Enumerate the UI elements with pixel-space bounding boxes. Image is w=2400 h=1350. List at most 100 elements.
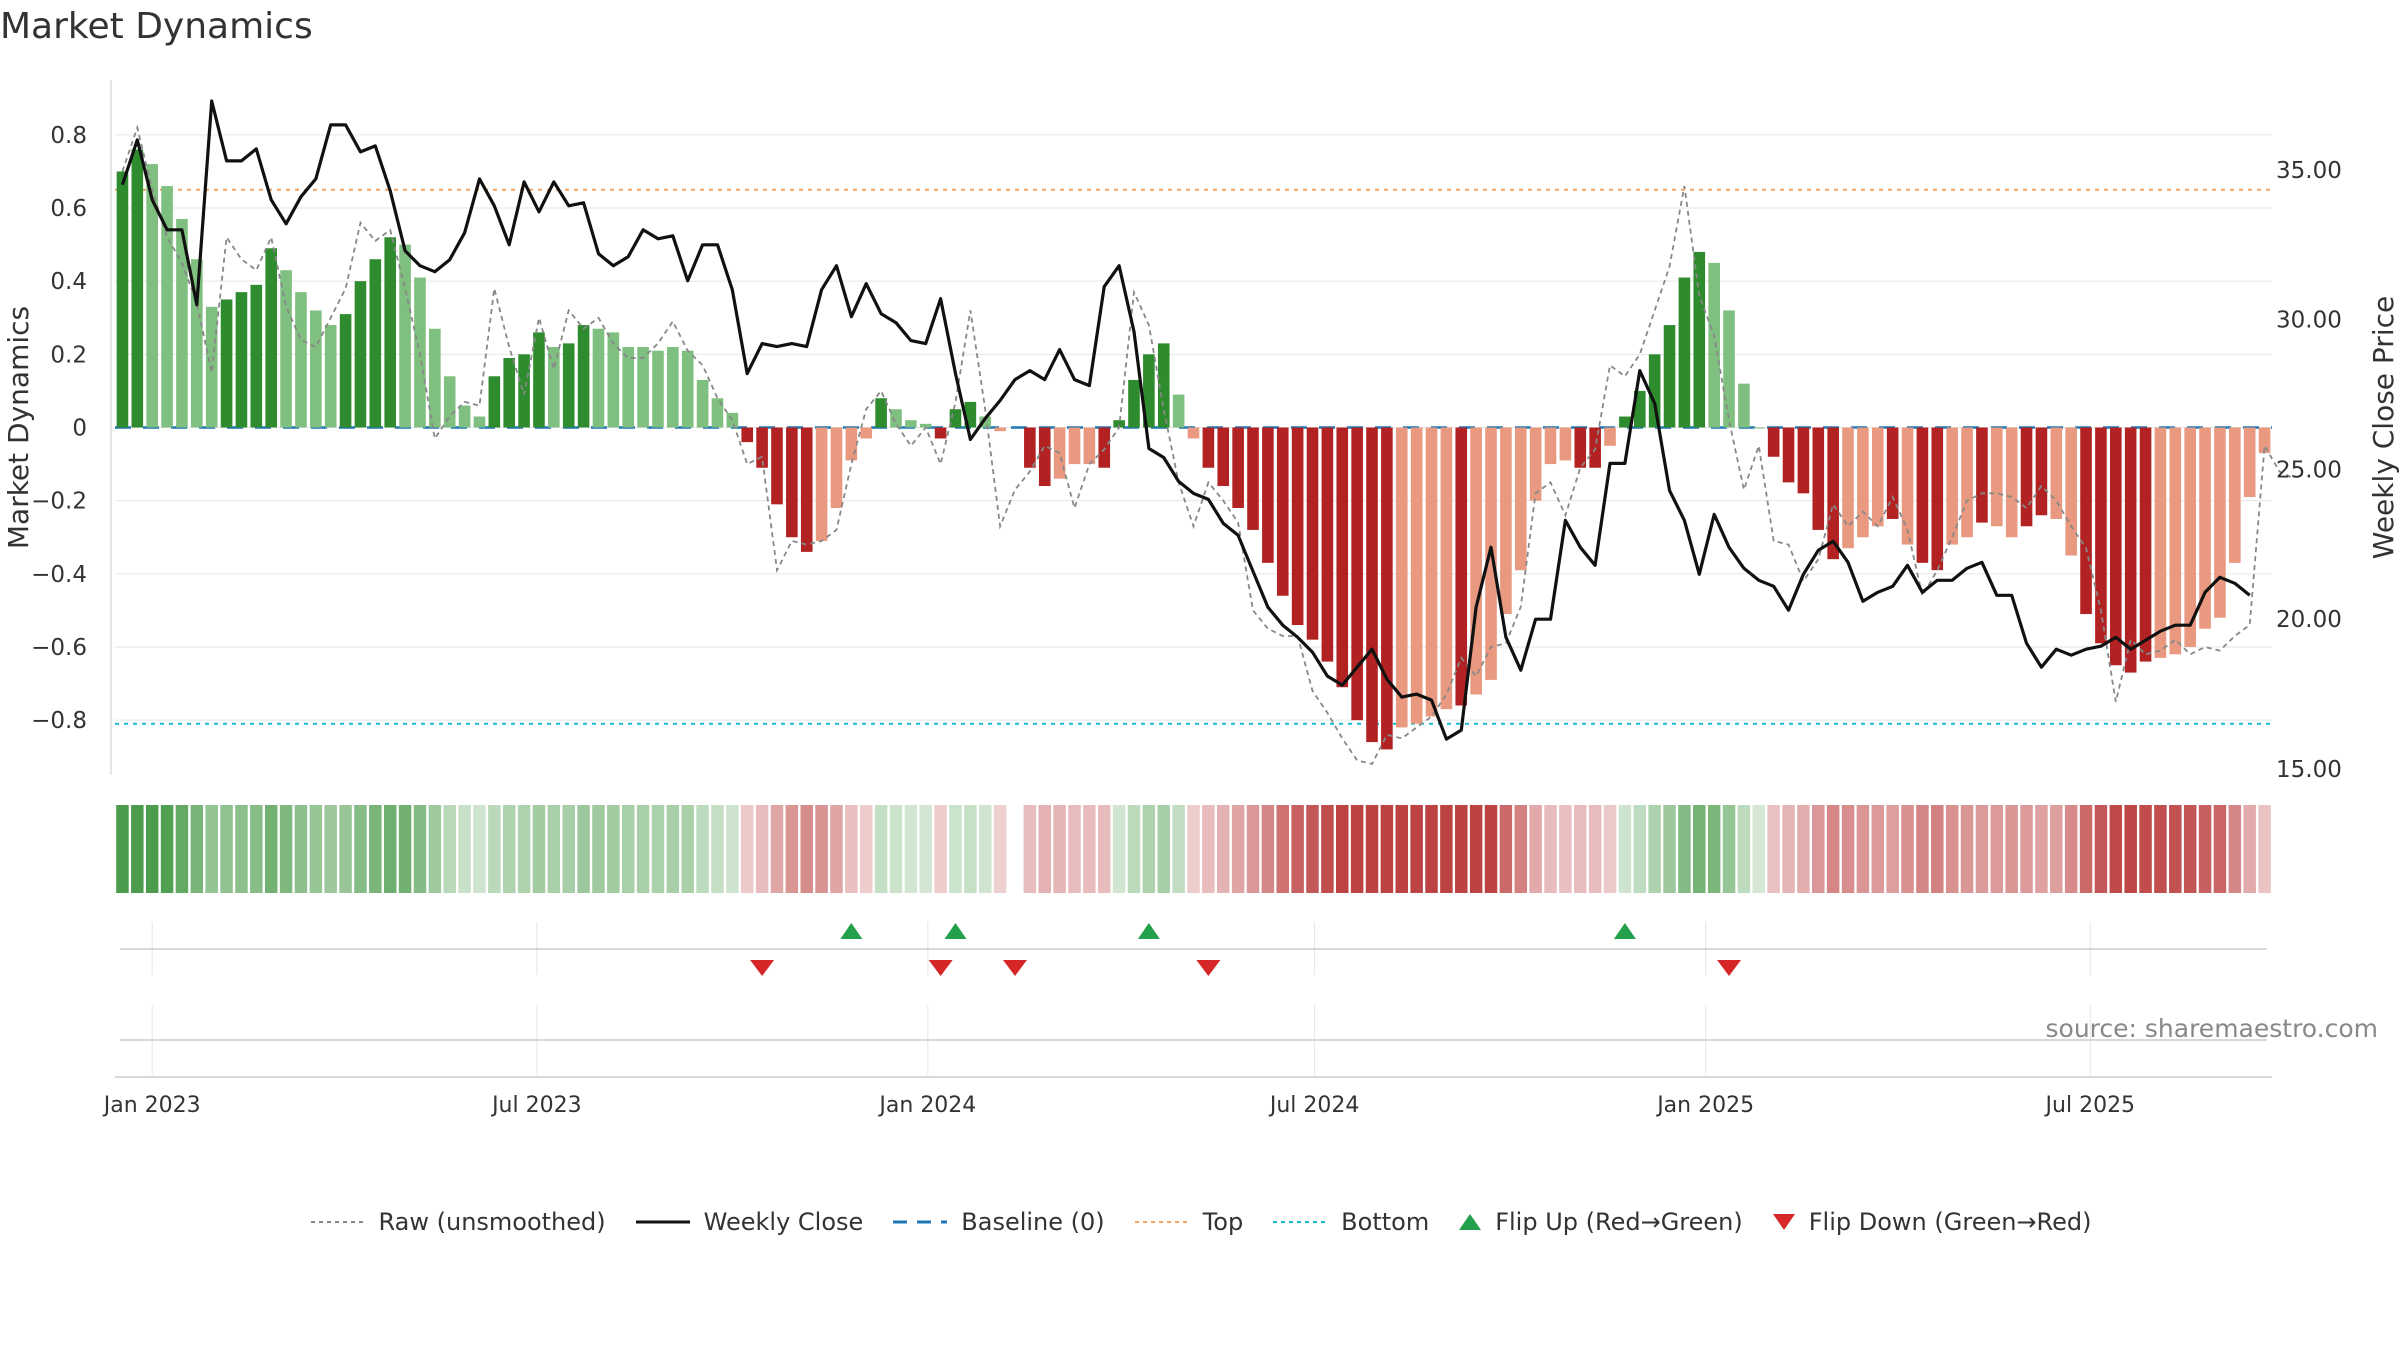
regime-cell (2035, 805, 2048, 893)
dynamics-bar (1857, 427, 1869, 538)
regime-cell (934, 805, 947, 893)
dynamics-bar (1693, 251, 1706, 428)
flip-down-marker (1196, 960, 1221, 976)
regime-cell (1678, 805, 1691, 893)
dynamics-bar (1336, 427, 1349, 688)
regime-cell (369, 805, 382, 893)
regime-cell (2064, 805, 2078, 893)
x-tick-label: Jul 2025 (2044, 1093, 2136, 1118)
regime-cell (1068, 805, 1081, 893)
left-tick-label: 0.2 (50, 342, 87, 368)
regime-cell (1916, 805, 1929, 893)
dynamics-bar (2229, 427, 2241, 563)
legend-item-flip_down: Flip Down (Green→Red) (1771, 1208, 2092, 1236)
dynamics-bar (1916, 427, 1929, 563)
dashed-line-icon (893, 1220, 948, 1224)
regime-cell (324, 805, 337, 893)
regime-cell (1261, 805, 1275, 893)
dynamics-bars (116, 149, 2271, 750)
raw-line (121, 124, 2295, 766)
regime-cell (949, 805, 962, 893)
dynamics-bar (771, 427, 783, 505)
dynamics-bar (637, 347, 649, 428)
dynamics-bar (1440, 427, 1453, 710)
weekly-close-line (120, 99, 2251, 741)
regime-cell (1127, 805, 1141, 893)
dynamics-bar (1678, 277, 1691, 428)
regime-cell (220, 805, 233, 893)
dynamics-bar (1976, 427, 1988, 523)
regime-cell (2020, 805, 2033, 893)
regime-cell (1990, 805, 2004, 893)
dynamics-bar (741, 427, 754, 443)
legend: Raw (unsmoothed) Weekly Close Baseline (0)… (0, 1208, 2400, 1236)
dynamics-bar (458, 405, 471, 428)
dynamics-bar (622, 347, 635, 428)
dynamics-bar (1708, 262, 1720, 428)
dynamics-bar (1604, 427, 1616, 446)
dynamics-bar (919, 423, 932, 428)
dynamics-bar (548, 347, 560, 428)
regime-cell (1767, 805, 1780, 893)
dynamics-bar (280, 270, 292, 428)
dynamics-bar (2050, 427, 2063, 519)
dynamics-bar (1901, 427, 1914, 545)
regime-cell (2213, 805, 2227, 893)
dynamics-bar (2139, 427, 2152, 662)
regime-cell (2228, 805, 2242, 893)
regime-cell (488, 805, 501, 893)
regime-cell (1574, 805, 1587, 893)
dynamics-bar (2154, 427, 2167, 658)
regime-cell (1321, 805, 1334, 893)
regime-cell (1380, 805, 1394, 893)
regime-cell (145, 805, 159, 893)
regime-cell (1945, 805, 1959, 893)
dynamics-bar (1990, 427, 2003, 527)
regime-cell (502, 805, 516, 893)
dynamics-bar (2035, 427, 2048, 516)
flip-down-marker (750, 960, 775, 976)
legend-label: Baseline (0) (961, 1208, 1105, 1236)
dynamics-bar (1648, 354, 1661, 428)
regime-cell (1083, 805, 1096, 893)
regime-cell (1633, 805, 1647, 893)
dynamics-bar (1559, 427, 1572, 461)
dynamics-bar (815, 427, 828, 541)
dynamics-bar (2184, 427, 2196, 647)
right-tick-label: 25.00 (2276, 457, 2342, 483)
regime-cell (562, 805, 575, 893)
dynamics-bar (161, 186, 173, 428)
triangle-down-icon (1772, 1214, 1795, 1230)
right-tick-label: 30.00 (2276, 308, 2342, 334)
right-tick-label: 15.00 (2276, 757, 2342, 783)
legend-item-close: Weekly Close (634, 1208, 863, 1236)
regime-cell (993, 805, 1007, 893)
dynamics-bar (1470, 427, 1482, 695)
dotted-line-icon (1273, 1221, 1328, 1223)
right-tick-label: 35.00 (2276, 158, 2342, 184)
regime-cell (2005, 805, 2018, 893)
regime-cell (1455, 805, 1468, 893)
regime-cell (785, 805, 799, 893)
dynamics-bar (1395, 427, 1408, 728)
dynamics-bar (905, 420, 917, 428)
regime-cell (264, 805, 278, 893)
dynamics-bar (577, 325, 590, 428)
dynamics-bar (1306, 427, 1319, 640)
dynamics-bar (1068, 427, 1081, 465)
regime-cell (1499, 805, 1513, 893)
regime-cell (874, 805, 888, 893)
regime-cell (279, 805, 293, 893)
regime-cell (160, 805, 174, 893)
dynamics-bar (1544, 427, 1557, 465)
regime-cell (2050, 805, 2063, 893)
regime-cell (1187, 805, 1200, 893)
regime-cell (131, 805, 144, 893)
legend-item-bottom: Bottom (1271, 1208, 1429, 1236)
x-tick-label: Jul 2023 (490, 1093, 582, 1118)
regime-cell (845, 805, 858, 893)
dynamics-bar (488, 376, 501, 428)
legend-label: Top (1202, 1208, 1244, 1236)
legend-label: Flip Up (Red→Green) (1495, 1208, 1743, 1236)
